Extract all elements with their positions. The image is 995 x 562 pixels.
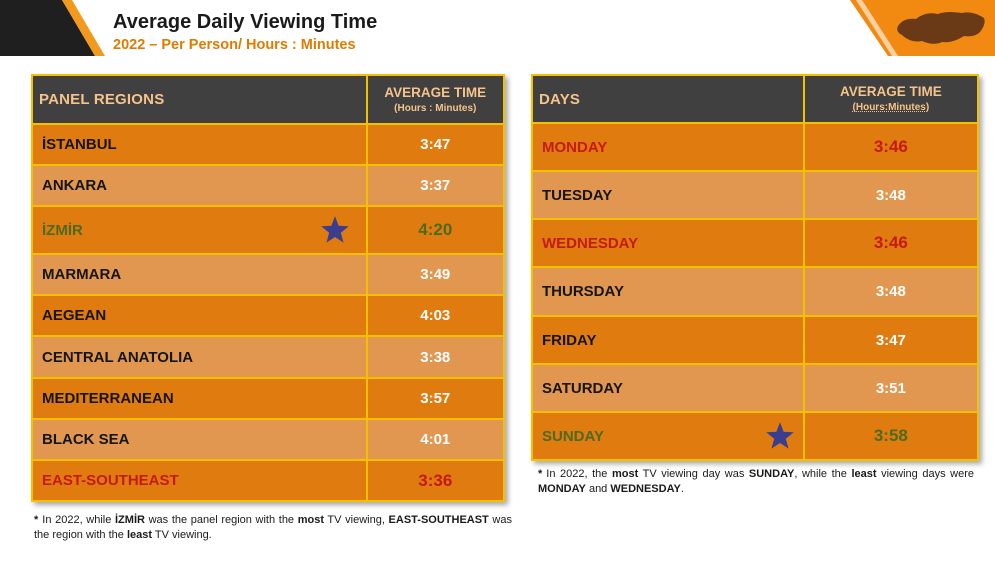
regions-col-header-time: AVERAGE TIME (Hours : Minutes): [365, 74, 506, 125]
day-name: WEDNESDAY: [531, 218, 805, 268]
table-row: BLACK SEA 4:01: [31, 418, 506, 461]
footnote-bold: most: [297, 514, 324, 526]
day-value: 3:47: [802, 315, 980, 365]
day-value: 3:58: [802, 411, 980, 461]
star-icon: [320, 216, 349, 243]
day-value: 3:46: [802, 122, 980, 172]
table-row: EAST-SOUTHEAST 3:36: [31, 459, 506, 502]
day-cell-highlight: SUNDAY: [531, 411, 805, 461]
region-value: 4:20: [365, 205, 506, 255]
table-row: AEGEAN 4:03: [31, 294, 506, 337]
region-name: MEDITERRANEAN: [31, 377, 368, 420]
star-icon: [765, 422, 794, 449]
table-row: TUESDAY 3:48: [531, 170, 980, 220]
day-value: 3:46: [802, 218, 980, 268]
region-name: BLACK SEA: [31, 418, 368, 461]
footnote-text: In 2022, while: [42, 514, 115, 526]
table-row: MONDAY 3:46: [531, 122, 980, 172]
region-name: ANKARA: [31, 164, 368, 207]
days-col-header-name: DAYS: [531, 74, 805, 124]
footnote-text: , while the: [794, 468, 852, 480]
day-name: SUNDAY: [542, 427, 604, 445]
footnote-bold: İZMİR: [115, 514, 145, 526]
region-value: 4:01: [365, 418, 506, 461]
day-name: MONDAY: [531, 122, 805, 172]
footnote-bold: least: [851, 468, 877, 480]
footnote-bold: WEDNESDAY: [610, 482, 681, 495]
days-col-header-time-title: AVERAGE TIME: [839, 84, 942, 100]
regions-col-header-time-unit: (Hours : Minutes): [394, 102, 477, 114]
region-cell-highlight: İZMİR: [31, 205, 368, 255]
region-value: 4:03: [365, 294, 506, 337]
footnote-text: viewing days were: [876, 468, 974, 480]
page-subtitle: 2022 – Per Person/ Hours : Minutes: [113, 37, 356, 53]
days-header-row: DAYS AVERAGE TIME (Hours:Minutes): [531, 74, 980, 124]
table-row: İSTANBUL 3:47: [31, 123, 506, 166]
footnote-text: TV viewing,: [323, 514, 389, 526]
table-row: SUNDAY 3:58: [531, 411, 980, 461]
days-col-header-time: AVERAGE TIME (Hours:Minutes): [802, 74, 980, 124]
footnote-asterisk: *: [538, 468, 543, 480]
region-value: 3:36: [365, 459, 506, 502]
table-row: FRIDAY 3:47: [531, 315, 980, 365]
regions-header-row: PANEL REGIONS AVERAGE TIME (Hours : Minu…: [31, 74, 506, 125]
region-value: 3:49: [365, 253, 506, 296]
footnote-text: and: [585, 482, 611, 495]
region-value: 3:38: [365, 335, 506, 379]
footnote-text: was the panel region with the: [144, 514, 298, 526]
page-title: Average Daily Viewing Time: [113, 11, 378, 33]
region-name: İZMİR: [42, 221, 83, 239]
region-name: MARMARA: [31, 253, 368, 296]
table-row: SATURDAY 3:51: [531, 363, 980, 413]
region-value: 3:37: [365, 164, 506, 207]
table-row: THURSDAY 3:48: [531, 266, 980, 317]
table-row: CENTRAL ANATOLIA 3:38: [31, 335, 506, 379]
day-name: TUESDAY: [531, 170, 805, 220]
corner-decoration-left: [0, 0, 105, 56]
regions-col-header-time-title: AVERAGE TIME: [384, 84, 487, 100]
day-value: 3:48: [802, 170, 980, 220]
footnote-text: In 2022, the: [546, 468, 612, 480]
footnote-bold: SUNDAY: [748, 468, 795, 480]
footnote-asterisk: *: [34, 514, 39, 526]
region-name: EAST-SOUTHEAST: [31, 459, 368, 502]
days-col-header-time-unit: (Hours:Minutes): [852, 102, 930, 113]
table-row: MEDITERRANEAN 3:57: [31, 377, 506, 420]
region-name: AEGEAN: [31, 294, 368, 337]
region-value: 3:57: [365, 377, 506, 420]
table-row: İZMİR 4:20: [31, 205, 506, 255]
table-row: ANKARA 3:37: [31, 164, 506, 207]
days-footnote: * In 2022, the most TV viewing day was SU…: [538, 467, 974, 497]
footnote-text: was the region with the: [34, 514, 512, 541]
day-name: THURSDAY: [531, 266, 805, 317]
regions-col-header-name: PANEL REGIONS: [31, 74, 368, 125]
footnote-bold: MONDAY: [538, 482, 586, 495]
table-row: WEDNESDAY 3:46: [531, 218, 980, 268]
region-name: CENTRAL ANATOLIA: [31, 335, 368, 379]
turkey-map-icon: [897, 12, 985, 44]
footnote-text: TV viewing day was: [638, 468, 749, 480]
regions-table: PANEL REGIONS AVERAGE TIME (Hours : Minu…: [31, 74, 506, 502]
regions-footnote: * In 2022, while İZMİR was the panel regi…: [34, 513, 512, 543]
day-value: 3:51: [802, 363, 980, 413]
footnote-bold: EAST-SOUTHEAST: [388, 514, 489, 526]
day-value: 3:48: [802, 266, 980, 317]
footnote-text: TV viewing.: [152, 528, 212, 541]
footnote-bold: least: [126, 528, 153, 541]
days-table: DAYS AVERAGE TIME (Hours:Minutes) MONDAY…: [531, 74, 980, 461]
footnote-text: .: [680, 482, 684, 495]
region-value: 3:47: [365, 123, 506, 166]
table-row: MARMARA 3:49: [31, 253, 506, 296]
footnote-bold: most: [611, 468, 639, 480]
region-name: İSTANBUL: [31, 123, 368, 166]
day-name: FRIDAY: [531, 315, 805, 365]
day-name: SATURDAY: [531, 363, 805, 413]
